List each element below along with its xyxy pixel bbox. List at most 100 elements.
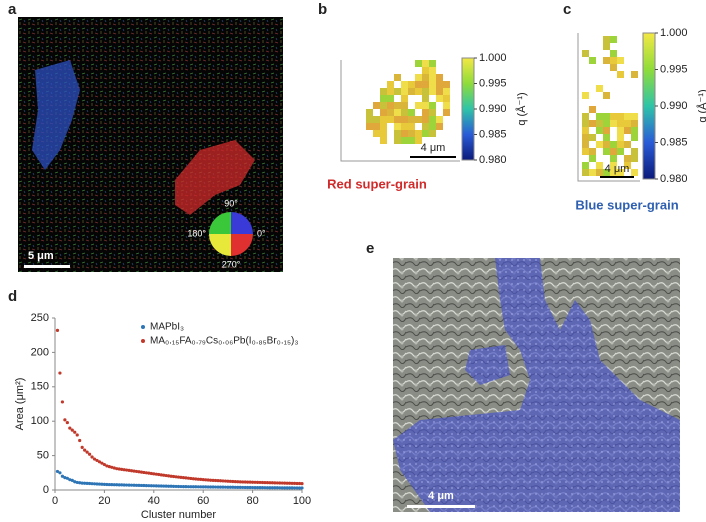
point bbox=[218, 485, 223, 489]
map-pixel bbox=[443, 81, 450, 88]
point bbox=[201, 478, 205, 482]
map-pixel bbox=[422, 130, 429, 137]
wheel-label: 180° bbox=[187, 228, 206, 238]
x-tick-label: 60 bbox=[197, 495, 209, 507]
point bbox=[164, 484, 168, 488]
point bbox=[58, 371, 62, 375]
point bbox=[174, 475, 178, 479]
panel-label: c bbox=[563, 1, 571, 18]
point bbox=[60, 400, 65, 404]
point bbox=[263, 480, 267, 485]
map-pixel bbox=[429, 74, 436, 81]
map-pixel bbox=[401, 109, 408, 116]
map-pixel bbox=[589, 148, 596, 155]
point bbox=[218, 479, 223, 483]
point bbox=[275, 486, 279, 490]
map-pixel bbox=[436, 95, 443, 102]
map-pixel bbox=[582, 134, 589, 141]
point bbox=[125, 468, 129, 472]
point bbox=[241, 480, 245, 484]
point bbox=[251, 480, 255, 484]
point bbox=[137, 470, 141, 474]
map-pixel bbox=[387, 88, 394, 95]
point bbox=[181, 476, 186, 480]
point bbox=[268, 481, 272, 485]
point bbox=[268, 486, 272, 490]
map-pixel bbox=[415, 116, 422, 123]
q-map bbox=[582, 36, 638, 176]
point bbox=[97, 460, 102, 464]
point bbox=[260, 480, 265, 485]
point bbox=[154, 484, 158, 488]
point bbox=[95, 482, 99, 486]
map-pixel bbox=[610, 57, 617, 64]
map-pixel bbox=[408, 109, 415, 116]
point bbox=[189, 476, 193, 481]
red-grain bbox=[175, 140, 255, 215]
map-pixel bbox=[610, 155, 617, 162]
map-pixel bbox=[380, 116, 387, 123]
point bbox=[129, 469, 134, 473]
map-pixel bbox=[415, 130, 422, 137]
point bbox=[70, 428, 74, 432]
point bbox=[63, 418, 67, 422]
point bbox=[176, 484, 181, 489]
point bbox=[110, 465, 114, 469]
map-pixel bbox=[422, 88, 429, 95]
panel-label: e bbox=[366, 240, 374, 257]
legend-label: MAPbI₃ bbox=[150, 322, 184, 333]
point bbox=[85, 450, 89, 454]
point bbox=[204, 478, 208, 482]
map-pixel bbox=[408, 81, 415, 88]
caption: Blue super-grain bbox=[575, 197, 678, 212]
map-pixel bbox=[422, 102, 429, 109]
point bbox=[283, 481, 287, 485]
point bbox=[127, 483, 131, 487]
point bbox=[105, 464, 109, 468]
y-tick-label: 100 bbox=[31, 415, 49, 427]
point bbox=[87, 452, 92, 456]
point bbox=[292, 486, 297, 490]
map-pixel bbox=[429, 109, 436, 116]
map-pixel bbox=[422, 109, 429, 116]
point bbox=[78, 481, 82, 485]
colorbar-tick-label: 0.985 bbox=[660, 136, 688, 148]
map-pixel bbox=[422, 123, 429, 130]
point bbox=[248, 485, 252, 490]
super-grain-overlay bbox=[393, 258, 680, 512]
map-pixel bbox=[617, 57, 624, 64]
point bbox=[216, 479, 220, 483]
point bbox=[154, 472, 158, 476]
q-map bbox=[366, 60, 450, 144]
map-pixel bbox=[401, 88, 408, 95]
point bbox=[147, 484, 151, 488]
point bbox=[231, 485, 235, 489]
map-pixel bbox=[603, 57, 610, 64]
point bbox=[270, 486, 274, 490]
legend-label: MA₀.₁₅FA₀.₇₉Cs₀.₀₆Pb(I₀.₈₅Br₀.₁₅)₃ bbox=[150, 336, 298, 347]
point bbox=[223, 485, 228, 489]
point bbox=[85, 481, 89, 485]
scale-bar bbox=[600, 176, 634, 178]
map-pixel bbox=[631, 113, 638, 120]
map-pixel bbox=[429, 60, 436, 67]
map-pixel bbox=[394, 123, 401, 130]
point bbox=[186, 485, 190, 489]
map-pixel bbox=[582, 50, 589, 57]
point bbox=[236, 485, 240, 489]
point bbox=[171, 474, 176, 479]
colorbar-tick-label: 0.980 bbox=[660, 173, 688, 185]
point bbox=[265, 481, 270, 485]
color-wheel bbox=[209, 212, 253, 256]
point bbox=[80, 445, 84, 449]
map-pixel bbox=[603, 169, 610, 176]
point bbox=[134, 483, 139, 487]
map-pixel bbox=[394, 102, 401, 109]
map-pixel bbox=[443, 88, 450, 95]
colorbar-tick-label: 0.995 bbox=[660, 63, 688, 75]
legend-marker bbox=[141, 339, 145, 343]
point bbox=[102, 482, 106, 486]
map-pixel bbox=[422, 74, 429, 81]
map-pixel bbox=[589, 169, 596, 176]
point bbox=[90, 455, 94, 459]
